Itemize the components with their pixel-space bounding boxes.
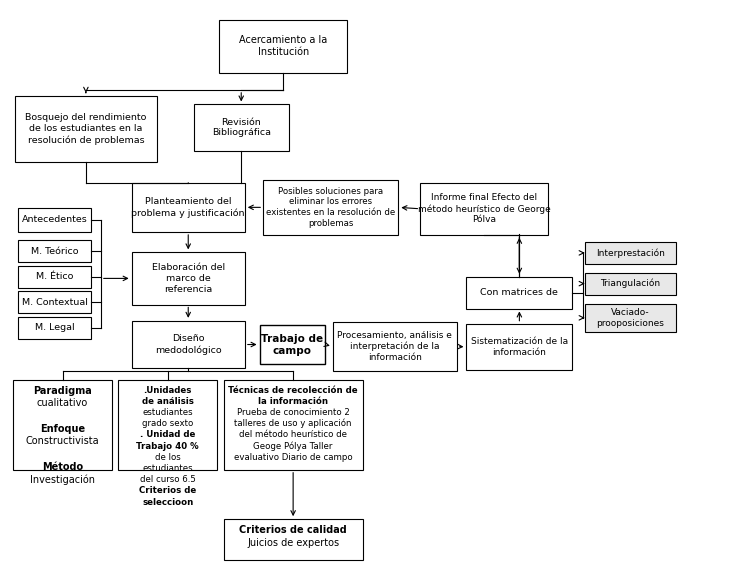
Text: Criterios de: Criterios de bbox=[139, 487, 197, 495]
Text: Con matrices de: Con matrices de bbox=[480, 288, 558, 297]
Text: Constructivista: Constructivista bbox=[26, 436, 99, 447]
FancyBboxPatch shape bbox=[118, 380, 217, 470]
Text: Paradigma: Paradigma bbox=[33, 386, 92, 396]
Text: M. Contextual: M. Contextual bbox=[22, 298, 88, 307]
Text: Acercamiento a la
Institución: Acercamiento a la Institución bbox=[239, 35, 327, 57]
FancyBboxPatch shape bbox=[333, 322, 457, 371]
Text: del curso 6.5: del curso 6.5 bbox=[140, 475, 196, 484]
FancyBboxPatch shape bbox=[194, 104, 289, 151]
FancyBboxPatch shape bbox=[18, 266, 91, 288]
Text: . Unidad de: . Unidad de bbox=[140, 430, 195, 440]
FancyBboxPatch shape bbox=[585, 242, 676, 264]
Text: la información: la información bbox=[258, 397, 328, 406]
FancyBboxPatch shape bbox=[585, 304, 676, 332]
Text: Bosquejo del rendimiento
de los estudiantes en la
resolución de problemas: Bosquejo del rendimiento de los estudian… bbox=[25, 114, 147, 144]
Text: Trabajo de
campo: Trabajo de campo bbox=[262, 334, 323, 356]
FancyBboxPatch shape bbox=[132, 183, 245, 232]
Text: talleres de uso y aplicación: talleres de uso y aplicación bbox=[235, 419, 352, 429]
Text: cualitativo: cualitativo bbox=[37, 398, 88, 408]
Text: Interprestación: Interprestación bbox=[596, 248, 665, 258]
Text: Informe final Efecto del
método heurístico de George
Pólva: Informe final Efecto del método heurísti… bbox=[418, 193, 550, 224]
Text: Elaboración del
marco de
referencia: Elaboración del marco de referencia bbox=[151, 263, 225, 293]
Text: M. Legal: M. Legal bbox=[35, 323, 75, 332]
FancyBboxPatch shape bbox=[260, 325, 325, 364]
Text: Técnicas de recolección de: Técnicas de recolección de bbox=[228, 386, 358, 394]
Text: Sistematización de la
información: Sistematización de la información bbox=[471, 337, 568, 357]
FancyBboxPatch shape bbox=[132, 252, 245, 304]
Text: M. Teórico: M. Teórico bbox=[31, 246, 78, 256]
Text: Método: Método bbox=[42, 462, 83, 472]
Text: Criterios de calidad: Criterios de calidad bbox=[239, 525, 347, 535]
Text: grado sexto: grado sexto bbox=[142, 419, 194, 428]
Text: estudiantes: estudiantes bbox=[143, 408, 193, 417]
Text: M. Ético: M. Ético bbox=[36, 272, 74, 281]
Text: Revisión
Bibliográfica: Revisión Bibliográfica bbox=[212, 118, 270, 137]
Text: del método heurístico de: del método heurístico de bbox=[239, 430, 347, 440]
Text: evaluativo Diario de campo: evaluativo Diario de campo bbox=[234, 453, 352, 462]
Text: Juicios de expertos: Juicios de expertos bbox=[247, 538, 339, 548]
Text: Antecedentes: Antecedentes bbox=[22, 215, 88, 224]
Text: Investigación: Investigación bbox=[30, 474, 95, 484]
Text: Triangulación: Triangulación bbox=[600, 279, 661, 288]
Text: Vaciado-
prooposiciones: Vaciado- prooposiciones bbox=[596, 308, 664, 328]
Text: .Unidades: .Unidades bbox=[143, 386, 192, 394]
FancyBboxPatch shape bbox=[224, 380, 363, 470]
FancyBboxPatch shape bbox=[15, 96, 157, 162]
Text: Trabajo 40 %: Trabajo 40 % bbox=[137, 441, 199, 451]
Text: estudiantes: estudiantes bbox=[143, 464, 193, 473]
Text: Planteamiento del
problema y justificación: Planteamiento del problema y justificaci… bbox=[132, 197, 245, 218]
FancyBboxPatch shape bbox=[420, 183, 548, 235]
Text: Procesamiento, análisis e
interpretación de la
información: Procesamiento, análisis e interpretación… bbox=[337, 331, 452, 362]
FancyBboxPatch shape bbox=[132, 321, 245, 368]
Text: de análisis: de análisis bbox=[142, 397, 194, 406]
FancyBboxPatch shape bbox=[263, 180, 398, 235]
FancyBboxPatch shape bbox=[224, 519, 363, 560]
FancyBboxPatch shape bbox=[219, 20, 347, 72]
FancyBboxPatch shape bbox=[18, 208, 91, 232]
Text: Enfoque: Enfoque bbox=[40, 424, 85, 434]
Text: Posibles soluciones para
eliminar los errores
existentes en la resolución de
pro: Posibles soluciones para eliminar los er… bbox=[266, 187, 395, 228]
Text: Geoge Pólya Taller: Geoge Pólya Taller bbox=[254, 441, 333, 451]
FancyBboxPatch shape bbox=[18, 240, 91, 262]
FancyBboxPatch shape bbox=[466, 277, 572, 309]
Text: Prueba de conocimiento 2: Prueba de conocimiento 2 bbox=[237, 408, 349, 417]
Text: seleccioon: seleccioon bbox=[142, 498, 194, 506]
FancyBboxPatch shape bbox=[466, 324, 572, 370]
FancyBboxPatch shape bbox=[18, 291, 91, 313]
FancyBboxPatch shape bbox=[585, 273, 676, 295]
FancyBboxPatch shape bbox=[13, 380, 112, 470]
Text: de los: de los bbox=[155, 453, 181, 462]
FancyBboxPatch shape bbox=[18, 317, 91, 339]
Text: Diseño
medodológico: Diseño medodológico bbox=[155, 334, 221, 355]
